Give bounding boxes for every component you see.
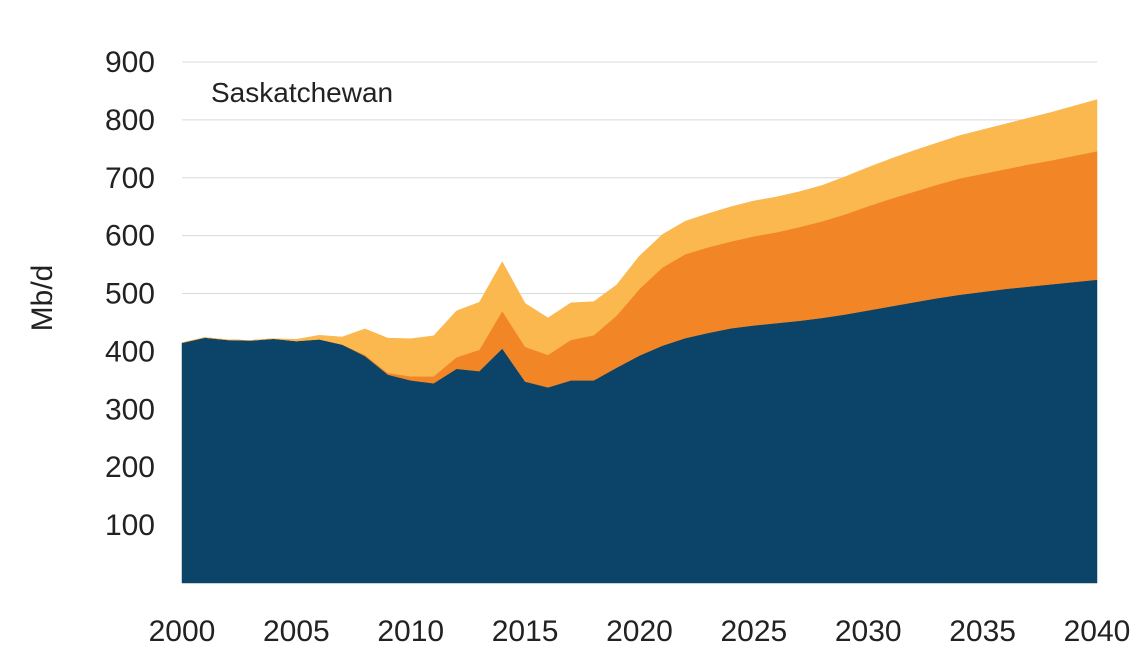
x-tick-label-2010: 2010 [377,615,444,648]
x-tick-label-2040: 2040 [1064,615,1131,648]
x-tick-label-2030: 2030 [835,615,902,648]
x-tick-label-2025: 2025 [721,615,788,648]
x-tick-label-2000: 2000 [149,615,216,648]
y-tick-label-500: 500 [105,278,155,311]
y-tick-label-300: 300 [105,393,155,426]
y-axis-tick-labels: 100 200 300 400 500 600 700 800 900 [105,46,155,542]
chart-title: Saskatchewan [211,77,393,108]
y-tick-label-200: 200 [105,451,155,484]
y-tick-label-700: 700 [105,162,155,195]
series-areas [181,99,1098,584]
y-tick-label-600: 600 [105,220,155,253]
y-tick-label-400: 400 [105,335,155,368]
x-axis-tick-labels: 2000 2005 2010 2015 2020 2025 2030 2035 2040 [149,615,1131,648]
x-tick-label-2005: 2005 [263,615,330,648]
y-tick-label-100: 100 [105,509,155,542]
y-tick-label-900: 900 [105,46,155,79]
y-axis-title: Mb/d [26,265,59,332]
x-tick-label-2020: 2020 [606,615,673,648]
x-tick-label-2015: 2015 [492,615,559,648]
x-tick-label-2035: 2035 [949,615,1016,648]
y-tick-label-800: 800 [105,104,155,137]
area-series-3 [181,99,1098,377]
